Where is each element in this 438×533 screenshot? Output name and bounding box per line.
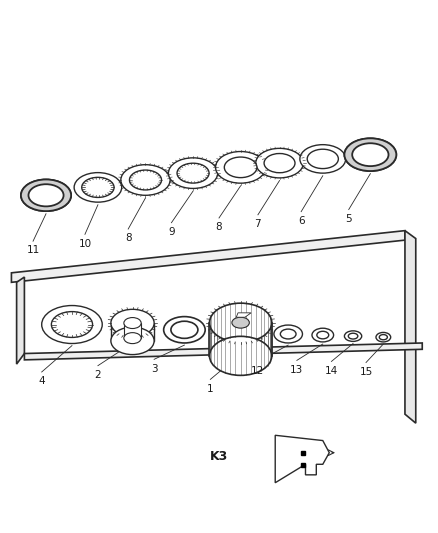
Text: 13: 13: [290, 365, 304, 375]
Ellipse shape: [111, 309, 154, 337]
Polygon shape: [11, 231, 405, 282]
Text: 8: 8: [215, 222, 223, 232]
Text: 7: 7: [254, 219, 261, 229]
Text: 1: 1: [207, 384, 214, 393]
Ellipse shape: [215, 151, 266, 183]
Ellipse shape: [28, 184, 64, 206]
Text: 6: 6: [298, 216, 304, 226]
Polygon shape: [405, 231, 416, 423]
Ellipse shape: [177, 163, 209, 183]
Ellipse shape: [300, 144, 346, 173]
Ellipse shape: [82, 177, 114, 197]
Text: 4: 4: [39, 376, 45, 386]
Text: K3: K3: [209, 450, 228, 463]
Ellipse shape: [224, 157, 257, 177]
Ellipse shape: [348, 333, 358, 339]
Ellipse shape: [121, 165, 170, 195]
Ellipse shape: [130, 170, 162, 190]
Ellipse shape: [344, 139, 396, 171]
Ellipse shape: [209, 336, 272, 375]
Ellipse shape: [307, 149, 339, 168]
Ellipse shape: [124, 333, 141, 344]
Polygon shape: [111, 323, 154, 341]
Text: 12: 12: [251, 366, 265, 376]
Ellipse shape: [51, 312, 92, 337]
Polygon shape: [209, 322, 272, 356]
Ellipse shape: [171, 321, 198, 338]
Text: 3: 3: [151, 364, 157, 374]
Text: 11: 11: [26, 245, 40, 255]
Ellipse shape: [232, 317, 249, 328]
Ellipse shape: [379, 335, 387, 340]
Ellipse shape: [264, 154, 295, 173]
Text: 14: 14: [325, 366, 338, 376]
Ellipse shape: [256, 148, 304, 178]
Ellipse shape: [317, 332, 329, 339]
Text: 2: 2: [95, 370, 101, 380]
Ellipse shape: [21, 180, 71, 211]
Ellipse shape: [164, 317, 205, 343]
Ellipse shape: [111, 327, 154, 354]
Text: 15: 15: [360, 367, 373, 377]
Ellipse shape: [352, 143, 389, 166]
Polygon shape: [25, 343, 422, 360]
Polygon shape: [236, 313, 251, 317]
Ellipse shape: [42, 305, 102, 343]
Text: 5: 5: [346, 214, 352, 224]
Text: 9: 9: [168, 227, 175, 237]
Text: 10: 10: [78, 239, 92, 248]
Ellipse shape: [376, 333, 391, 342]
Ellipse shape: [344, 139, 396, 171]
Ellipse shape: [274, 325, 303, 343]
Polygon shape: [124, 323, 141, 338]
Ellipse shape: [312, 328, 334, 342]
Ellipse shape: [168, 158, 218, 189]
Ellipse shape: [21, 180, 71, 211]
Ellipse shape: [280, 329, 296, 339]
Text: 8: 8: [125, 233, 131, 243]
Polygon shape: [17, 277, 25, 364]
Ellipse shape: [209, 303, 272, 342]
Ellipse shape: [124, 318, 141, 328]
Ellipse shape: [344, 331, 362, 342]
Ellipse shape: [74, 173, 122, 202]
Polygon shape: [275, 435, 329, 483]
